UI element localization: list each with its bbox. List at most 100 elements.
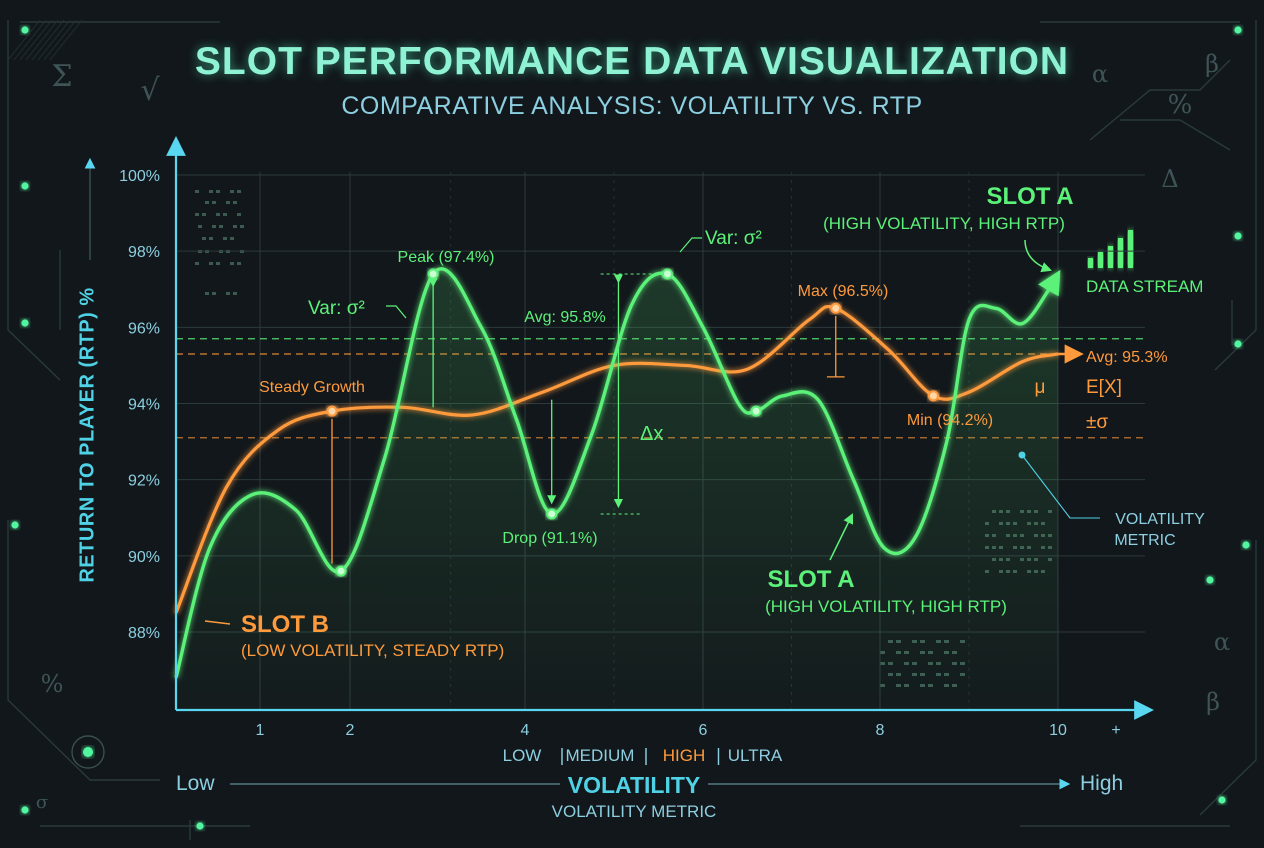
data-bit <box>216 213 220 216</box>
decor-symbol: α <box>1214 628 1230 656</box>
decor-symbol: α <box>1092 60 1108 88</box>
circuit-node <box>1234 232 1242 240</box>
volatility-band-separator: | <box>559 746 565 766</box>
avg-a-label: Avg: 95.8% <box>524 309 606 326</box>
slot-a-description-mid: (HIGH VOLATILITY, HIGH RTP) <box>765 597 1007 616</box>
slot-b-point <box>927 390 939 402</box>
data-bit <box>209 262 213 265</box>
slot-b-point <box>326 405 338 417</box>
hatch-line <box>19 19 53 61</box>
volatility-band-label: HIGH <box>663 746 706 765</box>
decor-symbol: Σ <box>51 59 72 94</box>
data-bit <box>230 190 234 193</box>
data-bit <box>233 292 237 295</box>
slot-a-top-leader <box>1024 239 1052 273</box>
decor-symbol: β <box>1205 50 1219 78</box>
decor-symbol: √ <box>140 73 160 108</box>
data-bit <box>226 292 230 295</box>
y-tick-label: 100% <box>119 168 160 185</box>
avg-b-label: Avg: 95.3% <box>1086 349 1168 366</box>
circuit-node <box>11 521 19 529</box>
data-bit <box>230 262 234 265</box>
slot-b-label: SLOT B <box>241 611 329 638</box>
axes: 88%90%92%94%96%98%100%1 2 4 6 8 10 +LOW | MEDIUM… <box>84 136 1154 821</box>
volatility-metric-label-line2: METRIC <box>1114 532 1175 549</box>
x-axis-caption: VOLATILITY METRIC <box>552 802 717 821</box>
decor-symbol: % <box>1168 90 1193 120</box>
x-high-label: High <box>1080 772 1123 795</box>
annotation-steady-growth: Steady Growth <box>259 379 365 396</box>
data-stream-label: DATA STREAM <box>1086 277 1203 296</box>
std-label: ±σ <box>1086 412 1108 433</box>
data-bit <box>198 225 202 228</box>
circuit-trace <box>1089 59 1231 141</box>
x-tick-label: 2 <box>346 722 355 739</box>
data-bit <box>212 225 216 228</box>
slot-a-point <box>750 405 762 417</box>
circuit-node <box>1218 796 1226 804</box>
slot-a-mid-leader <box>829 513 854 561</box>
volatility-metric-label-line1: VOLATILITY <box>1115 511 1205 528</box>
data-bit <box>237 190 241 193</box>
circuit-node <box>21 26 29 34</box>
y-tick-label: 92% <box>128 473 160 490</box>
background-decor: Σ √ α β% Δα β% σ <box>7 19 1257 840</box>
circuit-trace <box>1214 20 1257 371</box>
slot-a-label-top: SLOT A <box>986 183 1073 210</box>
circuit-trace <box>7 20 61 381</box>
circuit-node <box>21 182 29 190</box>
hatch-line <box>49 19 83 61</box>
x-axis-title: VOLATILITY <box>568 772 700 798</box>
slot-a-point <box>546 508 558 520</box>
circuit-node <box>196 822 204 830</box>
data-bit <box>233 225 237 228</box>
data-bit <box>195 190 199 193</box>
hatch-line <box>43 19 77 61</box>
slot-a-label-mid: SLOT A <box>767 566 854 593</box>
volatility-band-separator: | <box>716 746 722 766</box>
slot-b-leader <box>204 620 231 625</box>
volatility-band-label: LOW <box>503 746 542 765</box>
mu-label: μ <box>1035 377 1046 398</box>
data-bit <box>216 190 220 193</box>
expectation-label: E[X] <box>1086 377 1122 398</box>
data-stream-bar <box>1128 230 1133 268</box>
circuit-node <box>1234 26 1242 34</box>
data-bit <box>212 292 216 295</box>
data-bit <box>223 213 227 216</box>
x-low-label: Low <box>176 772 215 795</box>
data-bit <box>205 201 209 204</box>
annotation-peak: Peak (97.4%) <box>398 249 495 266</box>
y-tick-label: 96% <box>128 320 160 337</box>
annotation-min: Min (94.2%) <box>907 412 993 429</box>
annotations: DATA STREAM Peak (97.4%) Drop (91.1%) Var: … <box>204 183 1205 660</box>
y-tick-label: 94% <box>128 397 160 414</box>
circuit-trace <box>7 520 160 781</box>
annotation-var-right-leader <box>679 237 702 253</box>
data-stream-bar <box>1098 252 1103 268</box>
data-bit <box>209 190 213 193</box>
data-bit <box>237 213 241 216</box>
data-bit <box>195 213 199 216</box>
y-tick-label: 88% <box>128 625 160 642</box>
hatch-line <box>7 19 41 61</box>
data-bit <box>205 292 209 295</box>
x-tick-label: 8 <box>876 722 885 739</box>
decor-symbol: % <box>41 670 64 698</box>
x-tick-label: 1 <box>256 722 265 739</box>
circuit-node <box>21 319 29 327</box>
x-tick-label: 10 <box>1049 722 1067 739</box>
y-tick-label: 90% <box>128 549 160 566</box>
slot-b-point <box>830 302 842 314</box>
data-bit <box>230 237 234 240</box>
slot-a-point <box>427 268 439 280</box>
data-bit <box>219 225 223 228</box>
circuit-trace <box>1199 540 1257 816</box>
series-lines <box>174 267 1084 710</box>
decor-symbol: β <box>1206 688 1220 716</box>
data-stream-bar <box>1088 258 1093 268</box>
decor-symbol: σ <box>36 792 48 813</box>
data-bit <box>202 237 206 240</box>
hatch-line <box>37 19 71 61</box>
